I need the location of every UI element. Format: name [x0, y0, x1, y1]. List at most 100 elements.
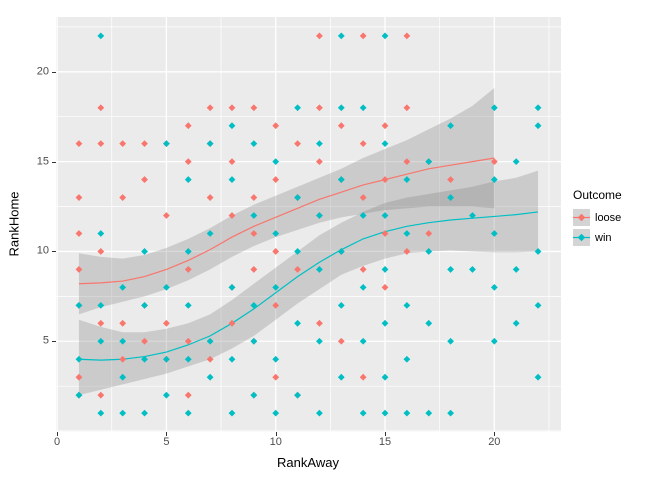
data-point — [184, 158, 192, 166]
data-point — [403, 32, 411, 40]
data-point — [359, 194, 367, 201]
major-gridlines — [56, 17, 561, 432]
data-point — [447, 337, 454, 345]
legend: Outcome loose win — [573, 188, 669, 249]
data-point — [337, 373, 345, 381]
data-point — [534, 122, 542, 130]
data-point — [447, 409, 454, 417]
data-point — [425, 248, 433, 255]
data-point — [490, 283, 498, 291]
y-tick-label: 10 — [36, 244, 49, 257]
smooth-line-loose — [78, 157, 495, 285]
data-point — [337, 122, 345, 130]
data-point — [425, 409, 433, 417]
data-point — [359, 266, 367, 273]
data-point — [381, 283, 389, 291]
data-point — [97, 230, 105, 237]
data-point — [75, 301, 83, 309]
data-point — [490, 158, 498, 166]
data-point — [403, 104, 411, 112]
data-point — [359, 140, 367, 148]
data-point — [447, 266, 454, 273]
data-point — [490, 337, 498, 345]
data-point — [184, 355, 192, 363]
legend-title: Outcome — [573, 188, 622, 202]
data-point — [75, 355, 83, 363]
data-point — [119, 194, 127, 201]
data-point — [75, 373, 83, 381]
data-point — [359, 104, 367, 112]
x-tick-mark — [494, 432, 496, 436]
data-point — [512, 266, 520, 273]
data-point — [119, 409, 127, 417]
data-point — [250, 337, 258, 345]
legend-key-win — [573, 229, 590, 246]
data-point — [184, 409, 192, 417]
data-point — [75, 266, 83, 273]
data-point — [119, 140, 127, 148]
data-point — [272, 301, 280, 309]
data-point — [184, 176, 192, 183]
data-point — [163, 355, 170, 363]
data-point — [206, 373, 214, 381]
data-point — [337, 104, 345, 112]
data-point — [469, 212, 476, 219]
data-point — [250, 194, 258, 201]
data-point — [250, 104, 258, 112]
data-point — [141, 355, 148, 363]
legend-items: loose win — [573, 209, 669, 246]
data-point — [272, 373, 280, 381]
data-point — [184, 337, 192, 345]
ci-ribbon-win — [78, 170, 539, 396]
data-point — [272, 409, 280, 417]
x-tick-label: 10 — [269, 436, 282, 448]
data-point — [381, 266, 389, 273]
data-point — [250, 230, 258, 237]
data-point — [206, 194, 214, 201]
data-point — [381, 122, 389, 130]
data-point — [359, 283, 367, 291]
data-point — [228, 319, 236, 327]
data-point — [381, 176, 389, 183]
y-tick-label: 20 — [36, 65, 49, 78]
data-point — [403, 301, 411, 309]
data-point — [206, 355, 214, 363]
data-point — [163, 319, 170, 327]
y-tick-mark — [52, 341, 56, 343]
data-point — [294, 194, 301, 201]
data-point — [250, 391, 258, 399]
data-point — [206, 337, 214, 345]
data-point — [469, 266, 476, 273]
data-point — [512, 158, 520, 166]
data-point — [381, 319, 389, 327]
data-point — [228, 104, 236, 112]
data-point — [294, 391, 301, 399]
data-point — [316, 266, 323, 273]
data-point — [534, 301, 542, 309]
data-point — [119, 319, 127, 327]
data-point — [119, 283, 127, 291]
legend-item-win: win — [573, 229, 669, 246]
data-point — [272, 176, 280, 183]
data-point — [184, 266, 192, 273]
data-point — [141, 409, 148, 417]
x-tick-mark — [385, 432, 386, 436]
data-point — [381, 140, 389, 148]
data-point — [316, 409, 323, 417]
data-point — [512, 319, 520, 327]
data-point — [141, 337, 148, 345]
data-point — [359, 212, 367, 219]
data-point — [316, 319, 323, 327]
y-tick-label: 5 — [42, 334, 49, 347]
data-point — [294, 104, 301, 112]
minor-gridlines — [56, 17, 561, 432]
legend-label: win — [595, 231, 612, 244]
x-tick-mark — [57, 432, 59, 436]
data-point — [447, 122, 454, 130]
data-point — [316, 32, 323, 40]
data-point — [490, 176, 498, 183]
y-tick-mark — [52, 251, 56, 253]
points-loose — [75, 32, 498, 399]
data-point — [490, 230, 498, 237]
